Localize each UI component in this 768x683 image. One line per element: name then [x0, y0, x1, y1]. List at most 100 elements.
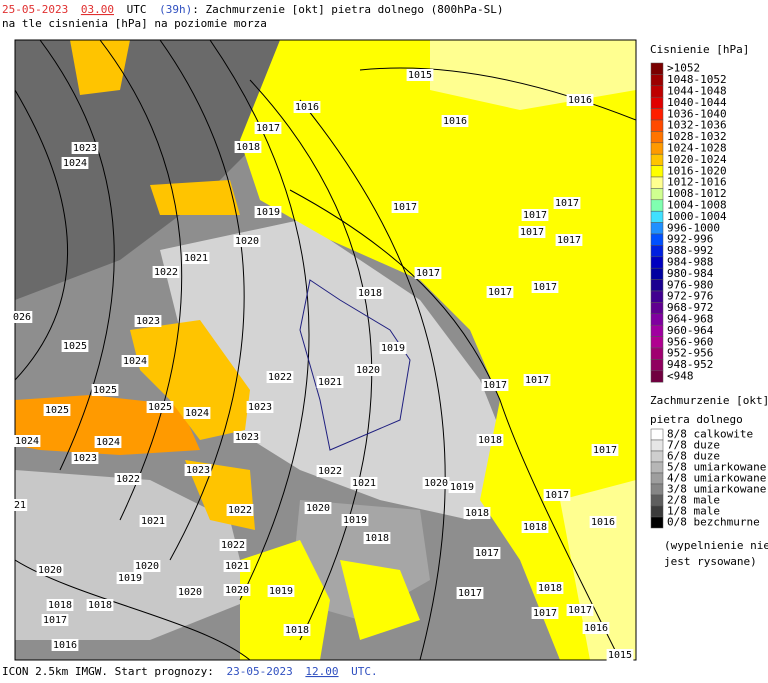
legend-label: 1012-1016 [667, 176, 727, 189]
isobar-label-bg [219, 539, 247, 551]
isobar-label-bg [531, 281, 559, 293]
isobar-label-bg [486, 286, 514, 298]
isobar-label-bg [121, 355, 149, 367]
isobar-label: 1017 [393, 202, 417, 213]
isobar-label: 1018 [285, 625, 309, 636]
isobar-label: 1025 [93, 385, 117, 396]
isobar-label-bg [391, 201, 419, 213]
isobar-label: 1022 [221, 540, 245, 551]
legend-label: 952-956 [667, 347, 713, 360]
cloud-legend-note: (wypelnienie nie [664, 539, 768, 552]
legend-swatch [650, 256, 664, 269]
isobar-label-bg [139, 515, 167, 527]
isobar-label-bg [254, 206, 282, 218]
legend-label: 5/8 umiarkowane [667, 461, 766, 474]
legend-swatch [650, 336, 664, 349]
isobar-label: 1017 [475, 548, 499, 559]
header-subtitle: na tle cisnienia [hPa] na poziomie morza [2, 17, 267, 30]
legend-label: 4/8 umiarkowane [667, 472, 766, 485]
isobar-label-bg [448, 481, 476, 493]
isobar-label-bg [146, 401, 174, 413]
legend-swatch [650, 142, 664, 155]
isobar-label-bg [71, 142, 99, 154]
isobar-label: 1018 [358, 288, 382, 299]
isobar-label: 1023 [186, 465, 210, 476]
isobar-label-bg [234, 141, 262, 153]
isobar-label: 1019 [343, 515, 367, 526]
isobar-label: 1025 [45, 405, 69, 416]
isobar-label-bg [43, 404, 71, 416]
isobar-label: 1020 [306, 503, 330, 514]
isobar-label: 1022 [154, 267, 178, 278]
isobar-label: 1018 [236, 142, 260, 153]
legend-swatch [650, 516, 664, 529]
isobar-label-bg [543, 489, 571, 501]
legend-swatch [650, 428, 664, 441]
isobar-label-bg [463, 507, 491, 519]
legend-swatch [650, 439, 664, 452]
legend-label: 3/8 umiarkowane [667, 483, 766, 496]
isobar-label-bg [523, 374, 551, 386]
legend-label: <948 [667, 370, 694, 383]
legend-label: 8/8 calkowite [667, 428, 753, 441]
isobar-label: 1024 [185, 408, 209, 419]
legend-swatch [650, 472, 664, 485]
legend-label: 1048-1052 [667, 73, 727, 86]
isobar-label: 1024 [15, 436, 39, 447]
isobar-label: 1017 [593, 445, 617, 456]
legend-label: 1040-1044 [667, 96, 727, 109]
isobar-label-bg [254, 122, 282, 134]
legend-swatch [650, 279, 664, 292]
isobar-label: 1017 [555, 198, 579, 209]
isobar-label: 1020 [235, 236, 259, 247]
legend-label: 948-952 [667, 358, 713, 371]
legend-label: 1/8 male [667, 505, 720, 518]
legend-label: 976-980 [667, 278, 713, 291]
isobar-label-bg [176, 586, 204, 598]
isobar-label: 1018 [523, 522, 547, 533]
isobar-label: 1021 [184, 253, 208, 264]
isobar-labels: 1015 1016 1016 1016 1017 1018 1023 1024 1019 1017… [11, 69, 634, 661]
isobar-label: 1018 [538, 583, 562, 594]
isobar-label: 1022 [268, 372, 292, 383]
isobar-label-bg [114, 473, 142, 485]
forecast-hour: 03.00 [81, 3, 114, 16]
isobar-label-bg [379, 342, 407, 354]
legend-swatch [650, 267, 664, 280]
isobar-label: 1023 [73, 453, 97, 464]
isobar-label: 1017 [256, 123, 280, 134]
pressure-legend-title: Cisnienie [hPa] [650, 43, 749, 56]
isobar-label: 1017 [557, 235, 581, 246]
isobar-label: 1019 [269, 586, 293, 597]
isobar-label: 1016 [443, 116, 467, 127]
isobar-label: 1024 [63, 158, 87, 169]
isobar-label: 1017 [520, 227, 544, 238]
legend-swatch [650, 494, 664, 507]
isobar-label: 1025 [148, 402, 172, 413]
legend-swatch [650, 302, 664, 315]
legend-swatch [650, 233, 664, 246]
isobar-label: 1017 [533, 608, 557, 619]
isobar-label: 1017 [488, 287, 512, 298]
isobar-label: 1024 [96, 437, 120, 448]
isobar-label: 1019 [256, 207, 280, 218]
legend-label: 972-976 [667, 290, 713, 303]
isobar-label-bg [36, 564, 64, 576]
isobar-label: 1017 [458, 588, 482, 599]
legend-swatch [650, 176, 664, 189]
legend-swatch [650, 165, 664, 178]
isobar-label: 1016 [584, 623, 608, 634]
isobar-label-bg [267, 585, 295, 597]
isobar-label-bg [266, 371, 294, 383]
isobar-label-bg [11, 311, 33, 323]
start-hour: 12.00 [305, 665, 338, 678]
isobar-label-bg [91, 384, 119, 396]
isobar-label: 1024 [123, 356, 147, 367]
map-frame [14, 39, 637, 661]
isobar-label-bg [521, 209, 549, 221]
legend-label: 1044-1048 [667, 85, 727, 98]
utc: UTC [127, 3, 147, 16]
isobar-label: 1017 [523, 210, 547, 221]
isobar-label-bg [518, 226, 546, 238]
isobar-label-bg [566, 604, 594, 616]
